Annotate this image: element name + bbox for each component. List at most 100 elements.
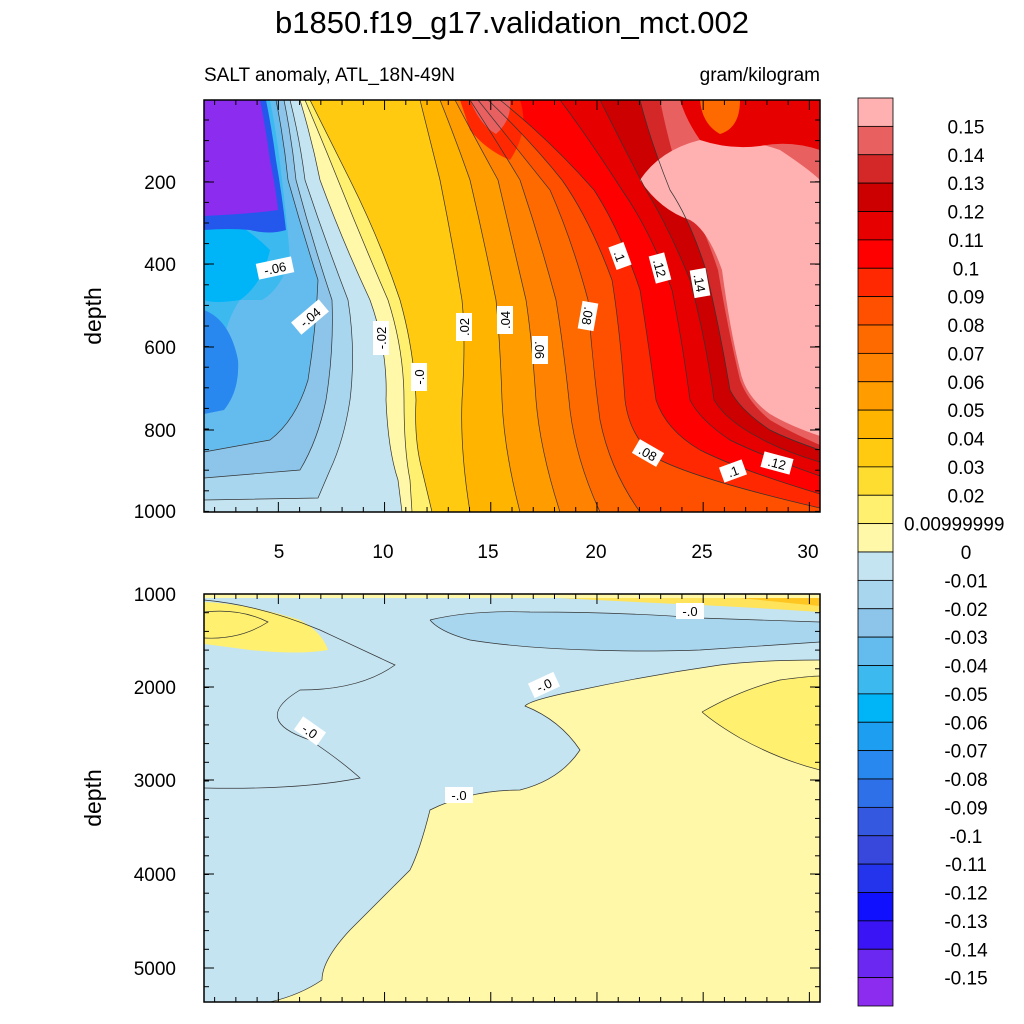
colorbar-swatch: [857, 523, 894, 553]
svg-text:-.02: -.02: [374, 327, 389, 349]
lower-contour-labels: -.0 -.0 -.0 -.0: [293, 603, 704, 803]
colorbar-label: -0.05: [944, 685, 987, 706]
colorbar-swatch: [857, 977, 894, 1007]
svg-text:.14: .14: [691, 273, 709, 293]
colorbar-swatch: [857, 267, 894, 298]
colorbar-swatch: [857, 778, 894, 808]
svg-text:.06: .06: [532, 341, 547, 359]
colorbar-swatch: [857, 296, 894, 326]
colorbar-swatch: [857, 665, 894, 695]
colorbar-swatch: [857, 948, 894, 979]
lower-contour-lines: [204, 599, 820, 1002]
colorbar-label: -0.13: [944, 912, 987, 933]
colorbar-swatch: [857, 579, 894, 610]
chart-subtitle-left: SALT anomaly, ATL_18N-49N: [204, 65, 455, 86]
y-tick-label: 1000: [134, 585, 176, 606]
colorbar: [857, 97, 894, 1007]
lower-panel-fills: [204, 594, 820, 1002]
colorbar-label: -0.11: [945, 855, 987, 876]
colorbar-label: -0.01: [944, 571, 987, 592]
chart-subtitle-right: gram/kilogram: [700, 65, 820, 86]
colorbar-label: 0.05: [948, 401, 985, 422]
y-tick-label: 800: [144, 421, 176, 442]
contour-label: .04: [497, 306, 513, 334]
y-tick-label: 1000: [134, 502, 176, 523]
svg-text:-.0: -.0: [682, 604, 697, 619]
contour-label: .06: [532, 336, 548, 364]
colorbar-label: -0.1: [950, 827, 983, 848]
contour-label: .12: [760, 451, 794, 475]
x-tick-label: 15: [477, 542, 498, 563]
chart-title: b1850.f19_g17.validation_mct.002: [275, 5, 749, 40]
svg-text:-.0: -.0: [534, 675, 554, 695]
colorbar-swatch: [857, 750, 894, 780]
upper-contour-labels: .0 .02 .04 .06 .08 .1 .12 .14 .08 .1 .12…: [255, 241, 794, 483]
svg-text:-.0: -.0: [299, 721, 320, 742]
y-tick-label: 2000: [134, 678, 176, 699]
colorbar-swatch: [857, 920, 894, 950]
colorbar-swatch: [857, 125, 894, 156]
upper-y-tick-labels: 200 400 600 800 1000: [134, 173, 176, 523]
x-tick-label: 10: [372, 542, 393, 563]
colorbar-swatch: [857, 239, 894, 269]
contour-label: .1: [608, 241, 632, 271]
colorbar-swatch: [857, 182, 894, 212]
lower-panel-ticks: [204, 593, 820, 1002]
colorbar-label: 0.15: [948, 117, 985, 138]
contour-label: .14: [689, 267, 711, 299]
svg-text:-.0: -.0: [412, 369, 427, 384]
colorbar-label: -0.06: [944, 713, 987, 734]
colorbar-labels: 0.15 0.14 0.13 0.12 0.11 0.1 0.09 0.08 0.07 0.06 0…: [904, 117, 1004, 989]
contour-label: .08: [577, 300, 599, 332]
colorbar-swatch: [857, 211, 894, 241]
contour-label: -.0: [411, 363, 427, 391]
colorbar-label: -0.03: [944, 628, 987, 649]
colorbar-swatch: [857, 466, 894, 496]
colorbar-label: 0.08: [948, 316, 985, 337]
y-tick-label: 200: [144, 173, 176, 194]
colorbar-swatch: [857, 806, 894, 837]
colorbar-swatch: [857, 892, 894, 922]
colorbar-swatch: [857, 835, 894, 865]
upper-contour-lines: [204, 100, 820, 512]
svg-text:.12: .12: [650, 257, 669, 278]
y-tick-label: 400: [144, 255, 176, 276]
colorbar-swatch: [857, 551, 894, 581]
colorbar-label: -0.04: [944, 657, 988, 678]
svg-text:.12: .12: [766, 454, 787, 473]
colorbar-label: 0.00999999: [904, 515, 1004, 536]
contour-label: -.0: [527, 671, 561, 699]
colorbar-swatch: [857, 608, 894, 638]
svg-text:.02: .02: [457, 318, 472, 336]
colorbar-label: 0.14: [948, 146, 985, 167]
upper-panel-ticks: [204, 100, 820, 513]
x-tick-label: 20: [585, 542, 606, 563]
colorbar-label: 0.03: [948, 458, 985, 479]
colorbar-label: 0.04: [948, 430, 985, 451]
colorbar-label: 0: [961, 543, 972, 564]
x-tick-label: 25: [691, 542, 712, 563]
contour-label: -.0: [293, 716, 327, 746]
svg-text:.08: .08: [579, 306, 597, 326]
contour-label: -.02: [373, 321, 389, 355]
svg-text:-.06: -.06: [263, 259, 288, 278]
contour-label: -.0: [445, 787, 473, 803]
colorbar-label: 0.1: [953, 259, 979, 280]
colorbar-swatch: [857, 693, 894, 723]
svg-text:.04: .04: [498, 311, 513, 329]
colorbar-swatch: [857, 409, 894, 439]
contour-label: -.0: [676, 603, 704, 619]
colorbar-label: 0.12: [948, 203, 985, 224]
colorbar-label: -0.14: [944, 940, 988, 961]
colorbar-swatch: [857, 154, 894, 184]
svg-text:-.0: -.0: [451, 788, 466, 803]
colorbar-label: 0.02: [948, 486, 985, 507]
y-tick-label: 5000: [134, 959, 176, 980]
colorbar-swatch: [857, 494, 894, 525]
upper-y-axis-label: depth: [80, 287, 106, 345]
upper-panel-fills: [204, 100, 820, 512]
colorbar-swatch: [857, 381, 894, 411]
lower-y-axis-label: depth: [80, 769, 106, 827]
contour-label: .1: [718, 459, 748, 483]
